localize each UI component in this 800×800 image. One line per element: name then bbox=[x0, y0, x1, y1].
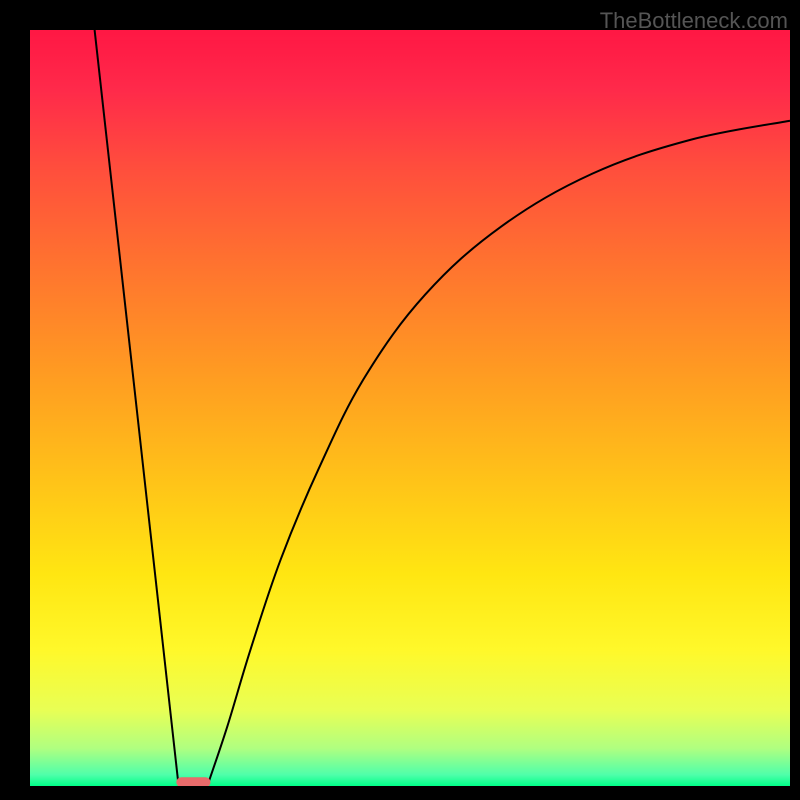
frame-left bbox=[0, 0, 30, 800]
frame-right bbox=[790, 0, 800, 800]
chart-container bbox=[0, 0, 800, 800]
bottleneck-marker bbox=[176, 777, 210, 787]
watermark-text: TheBottleneck.com bbox=[600, 8, 788, 34]
frame-bottom bbox=[0, 786, 800, 800]
bottleneck-chart bbox=[0, 0, 800, 800]
